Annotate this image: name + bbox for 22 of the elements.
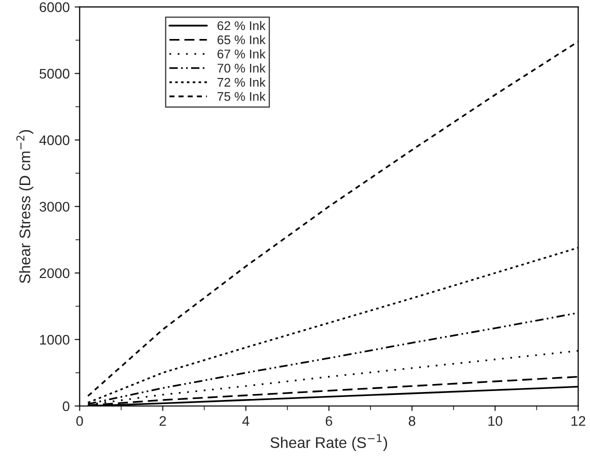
legend-label: 72 % Ink	[218, 78, 266, 87]
x-tick-label: 4	[242, 416, 250, 426]
legend-label: 75 % Ink	[218, 92, 266, 101]
y-tick-label: 0	[62, 401, 70, 412]
x-tick-label: 8	[408, 416, 416, 426]
y-tick-label: 4000	[39, 135, 70, 146]
x-axis-title: Shear Rate (S$^{−1}$)	[270, 434, 388, 452]
y-tick-label: 5000	[40, 68, 70, 79]
x-tick-label: 2	[160, 416, 166, 426]
y-axis-title: Shear Stress (D cm$^{−2}$)	[16, 130, 34, 284]
y-tick-label: 1000	[40, 334, 70, 345]
x-tick-label: 6	[326, 416, 332, 426]
y-tick-label: 6000	[40, 2, 70, 12]
legend-label: 62 % Ink	[218, 20, 266, 30]
y-tick-label: 3000	[40, 202, 70, 212]
x-tick-label: 0	[76, 416, 83, 426]
x-tick-label: 10	[488, 416, 502, 426]
y-tick-label: 2000	[40, 268, 70, 278]
legend-label: 67 % Ink	[218, 49, 266, 58]
legend-label: 65 % Ink	[218, 35, 266, 44]
legend-label: 70 % Ink	[218, 63, 266, 73]
x-tick-label: 12	[572, 416, 586, 426]
